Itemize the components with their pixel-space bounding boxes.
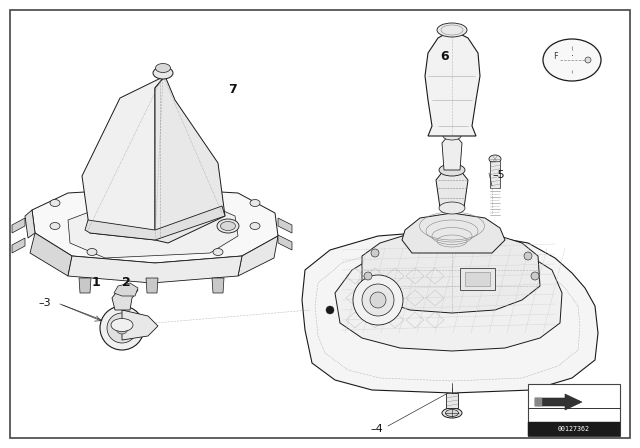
Ellipse shape	[443, 132, 461, 140]
Circle shape	[524, 252, 532, 260]
Polygon shape	[436, 170, 468, 208]
Circle shape	[585, 57, 591, 63]
Ellipse shape	[250, 223, 260, 229]
Circle shape	[107, 313, 137, 343]
Polygon shape	[12, 218, 25, 233]
Ellipse shape	[445, 409, 458, 417]
Polygon shape	[446, 393, 458, 408]
Ellipse shape	[87, 249, 97, 255]
Bar	[528, 422, 620, 436]
Polygon shape	[535, 398, 542, 406]
Ellipse shape	[217, 219, 239, 233]
Ellipse shape	[543, 39, 601, 81]
Ellipse shape	[439, 164, 465, 176]
Polygon shape	[238, 236, 278, 276]
Polygon shape	[12, 238, 25, 253]
Circle shape	[362, 284, 394, 316]
Circle shape	[116, 322, 128, 334]
Ellipse shape	[153, 67, 173, 79]
Polygon shape	[30, 233, 72, 276]
Polygon shape	[425, 30, 480, 136]
Ellipse shape	[50, 199, 60, 207]
Ellipse shape	[439, 202, 465, 214]
Text: 2: 2	[122, 276, 131, 289]
Ellipse shape	[437, 23, 467, 37]
Text: F: F	[553, 52, 557, 60]
Polygon shape	[114, 283, 138, 296]
Circle shape	[371, 249, 379, 257]
Polygon shape	[278, 218, 292, 233]
Polygon shape	[155, 76, 225, 243]
Text: 7: 7	[228, 83, 237, 96]
Bar	[460, 268, 495, 290]
Text: 00127362: 00127362	[558, 426, 590, 432]
Circle shape	[353, 275, 403, 325]
Text: –5: –5	[492, 170, 504, 180]
Ellipse shape	[442, 408, 462, 418]
Polygon shape	[212, 278, 224, 293]
Polygon shape	[25, 210, 35, 238]
Ellipse shape	[111, 319, 133, 332]
Ellipse shape	[250, 199, 260, 207]
Ellipse shape	[213, 249, 223, 255]
Ellipse shape	[150, 193, 160, 199]
Ellipse shape	[156, 64, 170, 73]
Polygon shape	[32, 188, 278, 263]
Text: –3: –3	[38, 298, 51, 308]
Polygon shape	[442, 136, 462, 170]
Polygon shape	[68, 256, 242, 283]
Circle shape	[100, 306, 144, 350]
Polygon shape	[82, 76, 165, 240]
Polygon shape	[68, 203, 238, 258]
Circle shape	[326, 306, 334, 314]
Bar	[465, 272, 490, 286]
Polygon shape	[122, 310, 158, 340]
Text: –4: –4	[370, 424, 383, 434]
Bar	[528, 384, 620, 436]
Polygon shape	[490, 161, 500, 188]
Polygon shape	[302, 230, 598, 393]
Polygon shape	[362, 230, 540, 313]
Text: ·: ·	[570, 51, 573, 61]
Polygon shape	[335, 238, 562, 351]
Polygon shape	[278, 235, 292, 250]
Ellipse shape	[489, 155, 501, 163]
Polygon shape	[402, 213, 505, 253]
Circle shape	[364, 272, 372, 280]
Circle shape	[370, 292, 386, 308]
Text: 6: 6	[440, 50, 449, 63]
Polygon shape	[146, 278, 158, 293]
Polygon shape	[112, 286, 138, 310]
Polygon shape	[535, 394, 582, 410]
Circle shape	[531, 272, 539, 280]
Ellipse shape	[50, 223, 60, 229]
Polygon shape	[79, 278, 91, 293]
Polygon shape	[85, 206, 225, 240]
Text: 1: 1	[92, 276, 100, 289]
Ellipse shape	[221, 221, 236, 231]
